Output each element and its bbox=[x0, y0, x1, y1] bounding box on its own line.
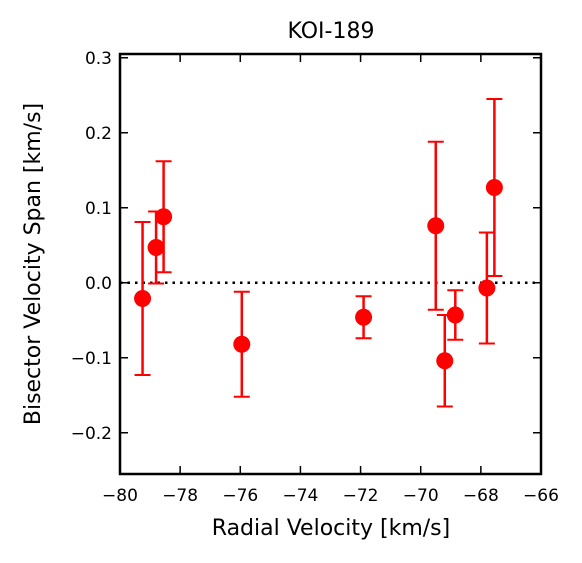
x-tick-label: −76 bbox=[222, 486, 258, 506]
data-marker bbox=[233, 335, 251, 353]
x-tick-label: −72 bbox=[343, 486, 379, 506]
y-tick-label: 0.0 bbox=[85, 274, 112, 294]
data-marker bbox=[134, 290, 152, 307]
y-axis-label: Bisector Velocity Span [km/s] bbox=[21, 103, 46, 425]
data-marker bbox=[155, 208, 173, 226]
plot-frame bbox=[118, 52, 543, 476]
data-marker bbox=[147, 239, 165, 256]
x-tick-label: −68 bbox=[463, 486, 499, 506]
data-point bbox=[427, 140, 445, 311]
data-point bbox=[446, 289, 464, 341]
y-tick-label: −0.2 bbox=[71, 424, 112, 444]
data-marker bbox=[446, 306, 464, 324]
data-marker bbox=[436, 352, 454, 370]
x-tick-label: −80 bbox=[102, 486, 138, 506]
data-point bbox=[355, 295, 373, 340]
x-tick-label: −74 bbox=[282, 486, 318, 506]
x-axis-label: Radial Velocity [km/s] bbox=[212, 516, 450, 541]
data-point bbox=[485, 98, 503, 277]
data-point bbox=[436, 314, 454, 408]
data-marker bbox=[485, 179, 503, 196]
x-tick-label: −70 bbox=[403, 486, 439, 506]
data-marker bbox=[427, 217, 445, 235]
data-marker bbox=[478, 279, 496, 297]
y-tick-label: 0.1 bbox=[85, 199, 112, 219]
data-point bbox=[134, 221, 152, 376]
data-point bbox=[155, 160, 173, 274]
y-tick-label: 0.3 bbox=[85, 49, 112, 69]
data-marker bbox=[355, 308, 373, 326]
data-point bbox=[233, 290, 251, 398]
chart-title: KOI-189 bbox=[288, 19, 375, 44]
x-tick-label: −66 bbox=[523, 486, 559, 506]
x-tick-label: −78 bbox=[162, 486, 198, 506]
data-point bbox=[478, 231, 496, 345]
y-tick-label: −0.1 bbox=[71, 349, 112, 369]
y-tick-label: 0.2 bbox=[85, 124, 112, 144]
